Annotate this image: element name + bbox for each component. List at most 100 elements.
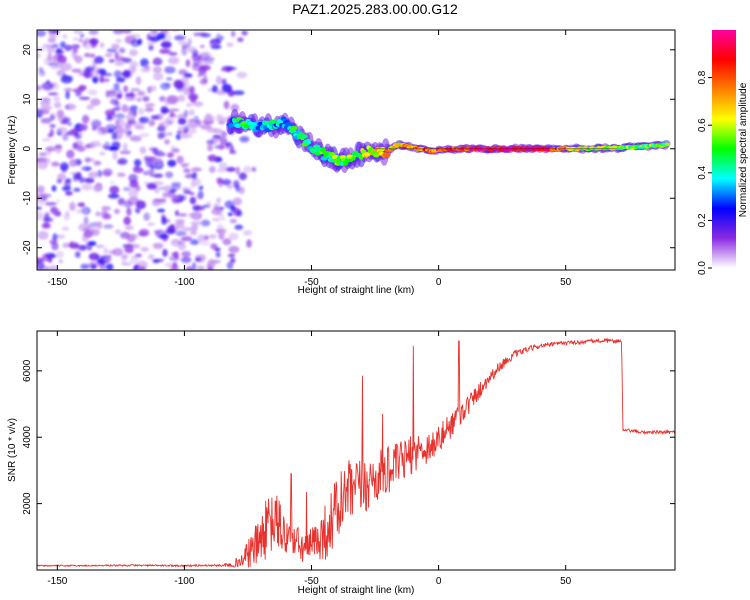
- noise-blob: [138, 116, 150, 124]
- noise-blob: [170, 145, 176, 151]
- noise-blob: [226, 184, 233, 190]
- noise-blob: [154, 151, 166, 157]
- noise-blob: [227, 67, 237, 71]
- ridge-cell: [284, 122, 293, 127]
- noise-blob: [182, 227, 195, 232]
- noise-blob: [150, 30, 158, 36]
- noise-blob: [221, 179, 232, 186]
- noise-blob: [207, 154, 218, 162]
- noise-blob: [166, 132, 173, 136]
- noise-blob: [65, 191, 73, 196]
- ridge-cell: [351, 156, 356, 161]
- ridge-cell: [364, 152, 371, 157]
- noise-blob: [109, 146, 119, 152]
- noise-blob: [51, 161, 60, 167]
- noise-blob: [145, 104, 150, 110]
- noise-blob: [37, 30, 46, 37]
- noise-blob: [123, 201, 133, 208]
- noise-blob: [118, 47, 126, 54]
- snr-background: [37, 331, 675, 570]
- noise-blob: [103, 213, 112, 220]
- noise-blob: [202, 51, 212, 60]
- noise-blob: [108, 59, 115, 63]
- noise-blob: [159, 96, 166, 102]
- noise-blob: [51, 242, 59, 251]
- noise-blob: [221, 78, 227, 86]
- noise-blob: [117, 197, 125, 206]
- noise-blob: [226, 42, 234, 47]
- noise-blob: [218, 162, 228, 171]
- noise-blob: [62, 117, 71, 122]
- noise-blob: [134, 207, 141, 212]
- chart-title: PAZ1.2025.283.00.00.G12: [292, 1, 458, 17]
- noise-blob: [137, 97, 142, 102]
- noise-blob: [210, 243, 218, 250]
- noise-blob: [218, 121, 226, 125]
- noise-blob: [234, 224, 244, 230]
- noise-blob: [161, 131, 167, 139]
- noise-blob: [114, 208, 120, 215]
- noise-blob: [121, 262, 132, 266]
- noise-blob: [121, 254, 128, 260]
- noise-blob: [178, 69, 188, 76]
- noise-blob: [54, 145, 62, 154]
- spectrogram-frame: [36, 29, 676, 271]
- noise-blob: [203, 61, 214, 65]
- ridge-cell: [289, 126, 298, 131]
- noise-blob: [193, 227, 198, 236]
- noise-blob: [90, 53, 96, 58]
- noise-blob: [228, 232, 239, 241]
- noise-blob: [112, 30, 124, 35]
- noise-blob: [236, 210, 243, 217]
- noise-blob: [146, 169, 155, 176]
- noise-blob: [241, 30, 248, 36]
- noise-blob: [246, 239, 252, 248]
- noise-blob: [177, 221, 185, 229]
- noise-blob: [177, 213, 188, 217]
- noise-blob: [128, 173, 138, 183]
- noise-blob: [207, 259, 216, 268]
- noise-blob: [65, 210, 70, 216]
- noise-blob: [40, 101, 51, 110]
- noise-blob: [211, 85, 218, 93]
- noise-blob: [174, 222, 180, 232]
- noise-blob: [103, 257, 112, 263]
- noise-blob: [73, 37, 79, 42]
- noise-blob: [57, 55, 67, 64]
- noise-blob: [72, 45, 78, 54]
- noise-blob: [190, 181, 196, 189]
- noise-blob: [75, 251, 81, 258]
- noise-blob: [196, 265, 205, 270]
- noise-blob: [53, 101, 62, 109]
- noise-blob: [88, 261, 99, 269]
- noise-blob: [87, 89, 98, 96]
- noise-blob: [164, 99, 170, 106]
- noise-blob: [119, 150, 131, 155]
- y-tick-label: 20: [22, 44, 33, 56]
- x-tick-label: -150: [47, 576, 67, 587]
- noise-blob: [66, 149, 75, 159]
- noise-blob: [86, 104, 94, 110]
- noise-blob: [112, 107, 121, 111]
- noise-blob: [166, 77, 173, 81]
- noise-blob: [209, 165, 216, 174]
- noise-blob: [183, 168, 190, 173]
- noise-blob: [37, 257, 44, 264]
- noise-blob: [56, 109, 65, 118]
- noise-blob: [185, 59, 191, 68]
- noise-blob: [158, 234, 169, 240]
- noise-blob: [113, 70, 122, 78]
- x-tick-label: -100: [174, 576, 194, 587]
- spectrogram-x-label: Height of straight line (km): [298, 285, 415, 296]
- noise-blob: [37, 261, 45, 270]
- noise-blob: [50, 208, 61, 215]
- noise-blob: [209, 42, 220, 47]
- noise-blob: [169, 108, 180, 112]
- noise-blob: [215, 251, 221, 258]
- noise-blob: [96, 221, 103, 229]
- noise-blob: [193, 101, 204, 107]
- noise-blob: [134, 125, 146, 130]
- ridge-cell: [358, 155, 364, 160]
- noise-blob: [211, 218, 221, 222]
